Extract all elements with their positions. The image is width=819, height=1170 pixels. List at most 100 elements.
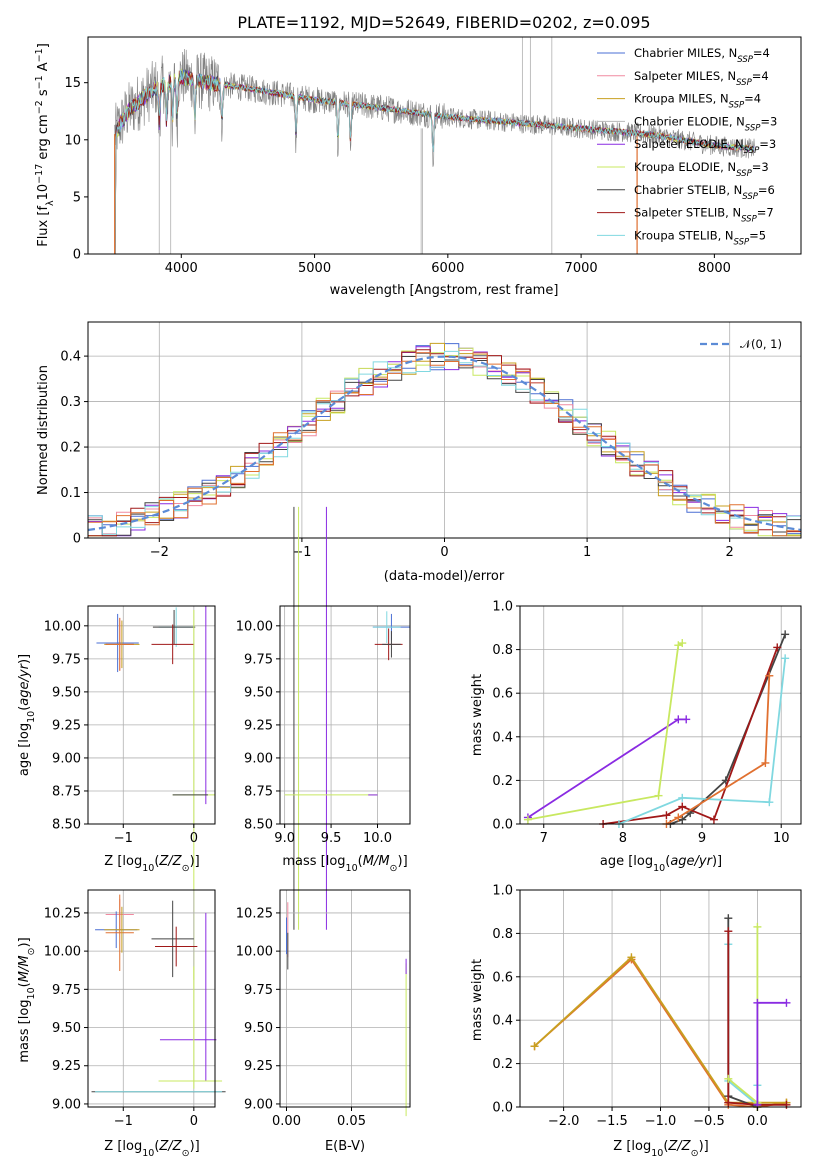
x-tick-label: 5000 bbox=[298, 261, 331, 276]
label-part: age [log bbox=[17, 723, 32, 776]
label-part: Z/Z bbox=[667, 1139, 691, 1154]
legend-name: Salpeter STELIB, N bbox=[634, 206, 741, 220]
spectrum-plot: 4000 5000 6000 7000 8000 0 5 10 15 Chabrier MILES… bbox=[64, 36, 802, 276]
legend-sub: SSP bbox=[744, 146, 760, 156]
legend-entry: Chabrier STELIB, NSSP=6 bbox=[634, 183, 775, 202]
label-part: 10 bbox=[651, 1148, 663, 1159]
label-part: mass [log bbox=[282, 854, 345, 869]
x-tick-label: 7000 bbox=[565, 261, 598, 276]
label-part: A bbox=[36, 62, 51, 75]
y-tick-label: 0 bbox=[73, 532, 81, 547]
label-part: −1 bbox=[34, 75, 45, 89]
y-tick-label: 9.50 bbox=[52, 685, 81, 700]
label-part: ( bbox=[665, 854, 670, 869]
label-part: )] bbox=[699, 1139, 709, 1154]
label-part: ⊙ bbox=[182, 1148, 190, 1159]
metallicity-mass-plot: −1 0 9.00 9.25 9.50 9.75 10.00 10.25 bbox=[44, 889, 226, 1129]
x-tick-label: −1 bbox=[114, 831, 133, 846]
y-tick-label: 0.6 bbox=[492, 970, 513, 985]
y-tick-label: 10.25 bbox=[44, 906, 81, 921]
x-axis-label: wavelength [Angstrom, rest frame] bbox=[330, 283, 559, 298]
legend-sub: SSP bbox=[742, 192, 758, 202]
y-tick-label: 1.0 bbox=[492, 884, 513, 899]
residual-histogram: −2 −1 0 1 2 0 0.1 0.2 0.3 0.4 𝒩(0, 1) bbox=[60, 321, 802, 560]
x-tick-label: 0 bbox=[190, 831, 198, 846]
y-tick-label: 9.25 bbox=[52, 718, 81, 733]
label-part: Z/Z bbox=[158, 1139, 182, 1154]
x-tick-label: 0 bbox=[440, 545, 448, 560]
axes-frame bbox=[279, 605, 411, 825]
label-part: 10 bbox=[653, 863, 665, 874]
legend-sub: SSP bbox=[729, 101, 745, 111]
legend-name: Chabrier ELODIE, N bbox=[634, 114, 745, 128]
x-tick-label: 7 bbox=[540, 831, 548, 846]
legend-suffix: =3 bbox=[759, 137, 776, 151]
y-tick-label: 1.0 bbox=[492, 600, 513, 615]
x-tick-label: 10.0 bbox=[363, 831, 392, 846]
y-axis-label: mass [log10(M/M⊙)] bbox=[17, 937, 37, 1062]
x-axis-label: Z [log10(Z/Z⊙)] bbox=[104, 854, 199, 874]
x-tick-label: −2 bbox=[150, 545, 169, 560]
y-tick-label: 10.00 bbox=[236, 619, 273, 634]
label-part: ⊙ bbox=[390, 863, 398, 874]
label-part: )] bbox=[398, 854, 408, 869]
y-tick-label: 9.50 bbox=[244, 685, 273, 700]
y-tick-label: 9.50 bbox=[52, 1021, 81, 1036]
label-part: )] bbox=[712, 854, 722, 869]
y-tick-label: 9.00 bbox=[52, 751, 81, 766]
weight-line bbox=[665, 675, 771, 825]
legend-suffix: =5 bbox=[749, 228, 766, 242]
x-axis-label: Z [log10(Z/Z⊙)] bbox=[104, 1139, 199, 1159]
weight-line bbox=[756, 1001, 787, 1105]
legend-sub: SSP bbox=[736, 78, 752, 88]
y-tick-label: 8.50 bbox=[52, 818, 81, 833]
axes-frame bbox=[87, 36, 802, 255]
legend-name: Kroupa ELODIE, N bbox=[634, 160, 736, 174]
axes-frame bbox=[519, 605, 802, 825]
label-part: 10 bbox=[36, 184, 51, 201]
legend-sub: SSP bbox=[741, 215, 757, 225]
label-part: age [log bbox=[600, 854, 653, 869]
y-tick-label: 0.2 bbox=[492, 1057, 513, 1072]
y-tick-label: 9.25 bbox=[52, 1059, 81, 1074]
y-tick-label: 8.75 bbox=[52, 784, 81, 799]
x-tick-label: −1 bbox=[114, 1114, 133, 1129]
label-part: ( bbox=[154, 1139, 159, 1154]
x-tick-label: −1 bbox=[292, 545, 311, 560]
legend-name: Kroupa STELIB, N bbox=[634, 228, 734, 242]
legend-sub: SSP bbox=[745, 123, 761, 133]
legend-entry: Salpeter STELIB, NSSP=7 bbox=[634, 206, 774, 225]
y-tick-label: 0.6 bbox=[492, 687, 513, 702]
y-tick-label: 0.3 bbox=[60, 395, 81, 410]
y-tick-label: 8.75 bbox=[244, 784, 273, 799]
legend-name: Chabrier MILES, N bbox=[634, 46, 737, 60]
y-tick-label: 10.25 bbox=[236, 906, 273, 921]
gaussian-curve bbox=[88, 355, 801, 532]
x-axis-label: E(B-V) bbox=[325, 1139, 365, 1154]
axes-frame bbox=[87, 605, 216, 825]
label-part: ( bbox=[358, 854, 363, 869]
metallicity-weight-plot: −2.0 −1.5 −1.0 −0.5 0.0 0.0 0.2 0.4 0.6 0.8 1.0 bbox=[492, 884, 802, 1129]
legend-name: Salpeter ELODIE, N bbox=[634, 137, 744, 151]
spectrum-lines bbox=[112, 37, 755, 254]
label-part: 10 bbox=[142, 1148, 154, 1159]
y-tick-label: 9.75 bbox=[244, 652, 273, 667]
legend-entry: Kroupa STELIB, NSSP=5 bbox=[634, 228, 766, 247]
y-tick-label: 9.75 bbox=[52, 983, 81, 998]
label-part: ( bbox=[17, 706, 32, 711]
legend-name: Salpeter MILES, N bbox=[634, 69, 736, 83]
y-tick-label: 9.25 bbox=[244, 1059, 273, 1074]
y-tick-label: 9.00 bbox=[52, 1097, 81, 1112]
label-part: ] bbox=[36, 43, 51, 48]
weight-line bbox=[727, 918, 758, 1108]
x-tick-label: 4000 bbox=[165, 261, 198, 276]
y-tick-label: 0.8 bbox=[492, 927, 513, 942]
label-part: )] bbox=[190, 1139, 200, 1154]
y-tick-label: 0.0 bbox=[492, 1101, 513, 1116]
weight-line bbox=[727, 944, 759, 1107]
label-part: ⊙ bbox=[26, 948, 37, 956]
weight-line bbox=[618, 658, 787, 825]
x-tick-label: 0.00 bbox=[272, 1114, 301, 1129]
